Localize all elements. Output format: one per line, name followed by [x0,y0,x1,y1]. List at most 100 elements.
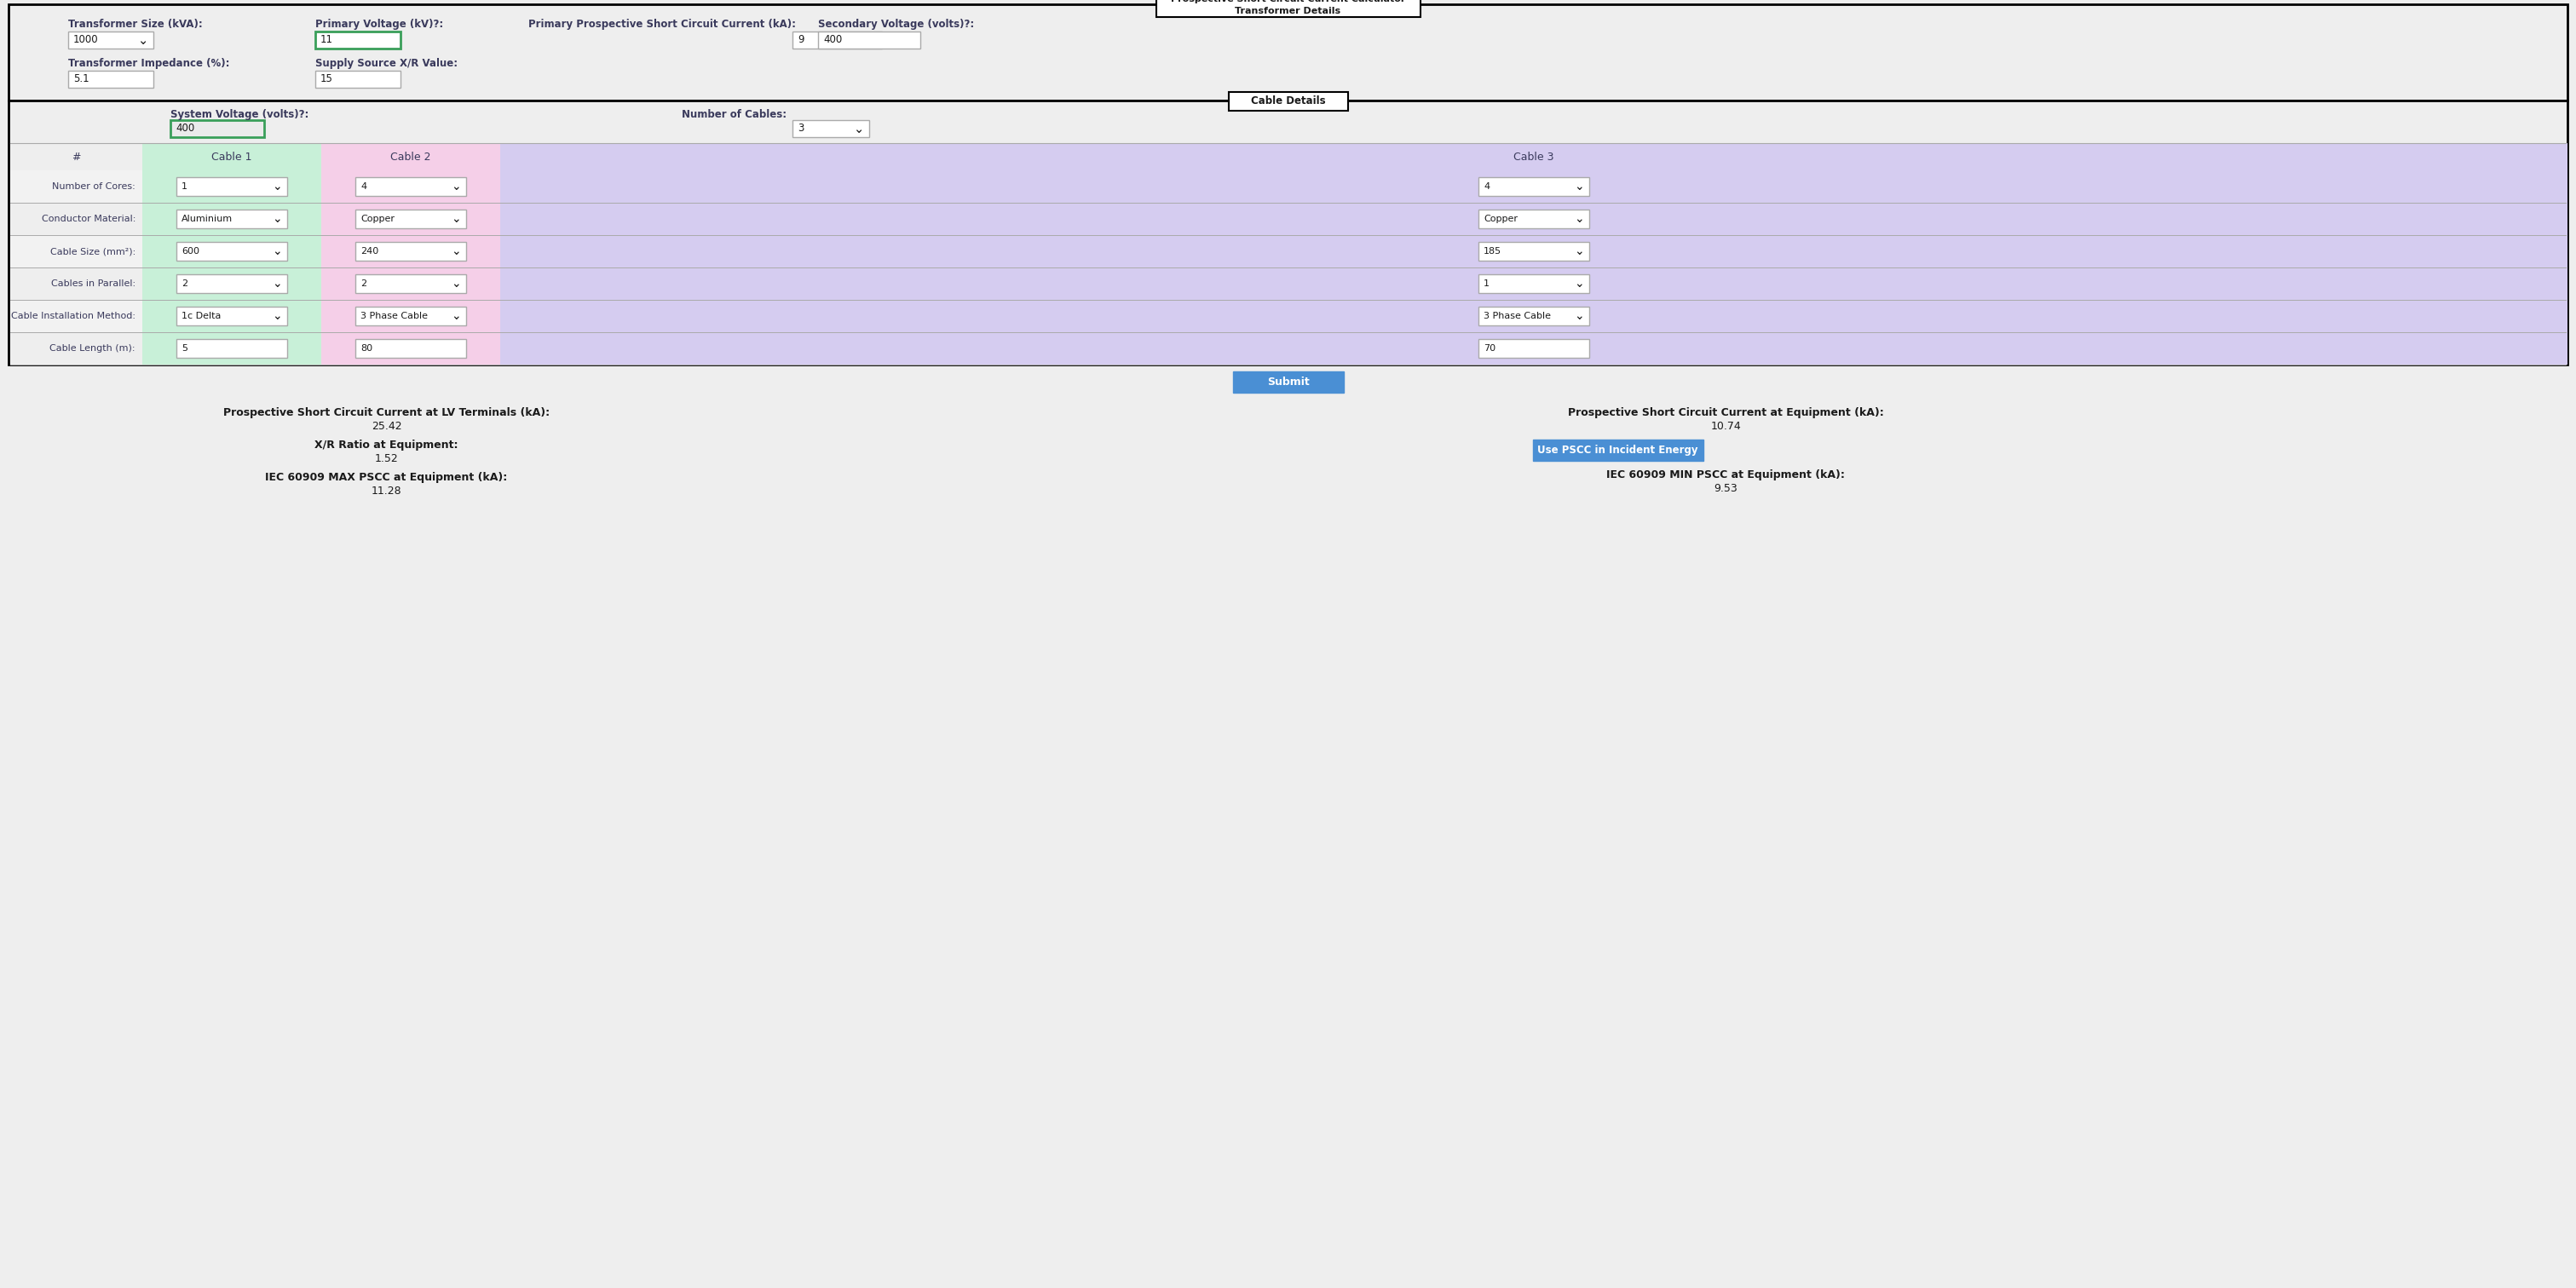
Bar [322,300,500,332]
Text: 600: 600 [180,247,198,255]
Text: ⌄: ⌄ [1574,278,1584,290]
Bar [355,339,466,358]
Bar [67,31,155,49]
Bar [793,120,868,137]
Bar [142,170,322,202]
Bar [322,202,500,236]
Text: 15: 15 [319,73,332,85]
Text: 4: 4 [1484,183,1489,191]
Text: 240: 240 [361,247,379,255]
Bar [142,236,322,268]
Text: ⌄: ⌄ [1574,180,1584,192]
Bar [142,143,322,170]
Text: 5.1: 5.1 [72,73,90,85]
Text: Cable Size (mm²):: Cable Size (mm²): [49,247,137,255]
Bar [500,300,2568,332]
Text: 1: 1 [180,183,188,191]
Text: Cable 1: Cable 1 [211,151,252,162]
Text: 4: 4 [361,183,366,191]
Text: ⌄: ⌄ [273,213,281,225]
Text: X/R Ratio at Equipment:: X/R Ratio at Equipment: [314,439,459,451]
Bar [1479,307,1589,326]
Bar [142,202,322,236]
Bar [322,268,500,300]
Bar [1479,210,1589,228]
Text: Prospective Short Circuit Current Calculator
Transformer Details: Prospective Short Circuit Current Calcul… [1170,0,1406,15]
Bar [175,307,286,326]
Bar [500,170,2568,202]
Bar [175,274,286,294]
Text: ⌄: ⌄ [1574,245,1584,258]
Text: Supply Source X/R Value:: Supply Source X/R Value: [314,58,459,70]
Text: Transformer Size (kVA):: Transformer Size (kVA): [67,19,204,30]
Text: Secondary Voltage (volts)?:: Secondary Voltage (volts)?: [819,19,974,30]
Bar [8,100,2568,365]
Text: #: # [72,151,80,162]
Bar [322,332,500,365]
Bar [314,31,399,49]
Text: 3: 3 [799,124,804,134]
Text: Copper: Copper [1484,215,1517,223]
Text: 80: 80 [361,344,374,353]
Text: ⌄: ⌄ [451,213,461,225]
Bar [1229,91,1347,111]
Text: 3 Phase Cable: 3 Phase Cable [361,312,428,321]
Text: ⌄: ⌄ [139,33,149,46]
Text: Primary Voltage (kV)?:: Primary Voltage (kV)?: [314,19,443,30]
Text: ⌄: ⌄ [451,310,461,322]
Bar [10,332,142,365]
Text: Cable Length (m):: Cable Length (m): [49,344,137,353]
Bar [1479,339,1589,358]
Bar [355,242,466,260]
Text: ⌄: ⌄ [1574,310,1584,322]
Bar [1157,0,1419,17]
Text: 25.42: 25.42 [371,421,402,431]
Text: Use PSCC in Incident Energy: Use PSCC in Incident Energy [1538,444,1698,456]
Text: 185: 185 [1484,247,1502,255]
Bar [314,71,399,88]
Bar [170,120,265,137]
Bar [175,210,286,228]
Text: ⌄: ⌄ [273,278,281,290]
Text: ⌄: ⌄ [451,278,461,290]
Text: 11: 11 [319,35,332,45]
Text: 1.52: 1.52 [374,453,399,464]
Text: 400: 400 [175,124,196,134]
Text: Prospective Short Circuit Current at Equipment (kA):: Prospective Short Circuit Current at Equ… [1569,407,1883,419]
Text: ⌄: ⌄ [273,180,281,192]
Text: Transformer Impedance (%):: Transformer Impedance (%): [67,58,229,70]
Text: Submit: Submit [1267,376,1309,388]
Bar [819,31,920,49]
Bar [142,332,322,365]
Bar [142,300,322,332]
Bar [67,71,155,88]
Text: 2: 2 [180,279,188,289]
Text: Cable 3: Cable 3 [1515,151,1553,162]
Text: ⌄: ⌄ [1574,213,1584,225]
Text: Conductor Material:: Conductor Material: [41,215,137,223]
Text: Number of Cores:: Number of Cores: [52,183,137,191]
Bar [322,170,500,202]
Bar [10,300,142,332]
Bar [355,274,466,294]
Bar [793,31,881,49]
Bar [500,143,2568,170]
Text: Prospective Short Circuit Current at LV Terminals (kA):: Prospective Short Circuit Current at LV … [224,407,549,419]
Bar [322,236,500,268]
Bar [175,242,286,260]
Text: 9: 9 [799,35,804,45]
Text: 1000: 1000 [72,35,98,45]
Text: System Voltage (volts)?:: System Voltage (volts)?: [170,109,309,120]
Bar [500,236,2568,268]
Bar [500,268,2568,300]
Text: IEC 60909 MIN PSCC at Equipment (kA):: IEC 60909 MIN PSCC at Equipment (kA): [1607,469,1844,480]
Text: ⌄: ⌄ [273,245,281,258]
Bar [1479,178,1589,196]
Text: 9.53: 9.53 [1713,483,1739,495]
Bar [142,268,322,300]
Bar [1479,242,1589,260]
Bar [500,332,2568,365]
Bar [175,178,286,196]
Bar [500,202,2568,236]
Text: ⌄: ⌄ [451,180,461,192]
